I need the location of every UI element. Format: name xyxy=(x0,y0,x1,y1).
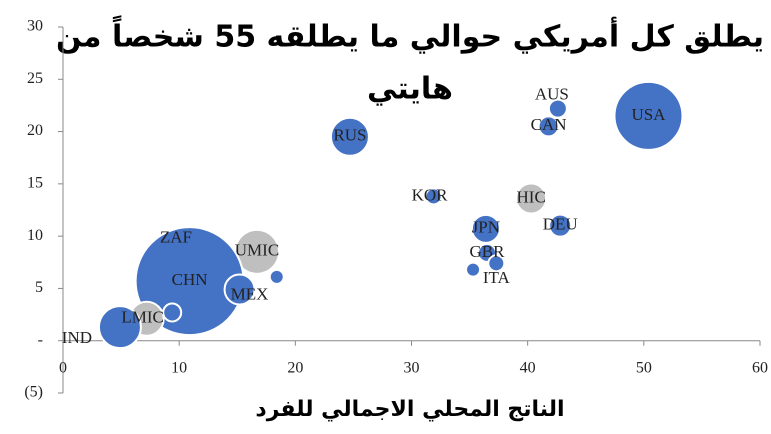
bubble-label: RUS xyxy=(333,126,366,145)
bubble xyxy=(424,187,443,206)
x-axis-label: الناتج المحلي الاجمالي للفرد xyxy=(255,397,564,422)
bubble xyxy=(162,302,183,323)
bubble-label: ITA xyxy=(483,268,511,287)
bubble xyxy=(487,254,506,273)
bubble-label: KOR xyxy=(412,185,449,204)
x-tick-label: 20 xyxy=(287,359,303,376)
x-tick-label: 30 xyxy=(404,359,420,376)
x-tick-label: 50 xyxy=(636,359,652,376)
y-tick-label: 20 xyxy=(27,122,43,139)
y-tick-label: 15 xyxy=(27,175,43,192)
y-tick-label: 30 xyxy=(27,18,43,35)
bubble xyxy=(515,182,548,215)
x-tick-label: 0 xyxy=(59,359,67,376)
x-tick-label: 10 xyxy=(171,359,187,376)
y-tick-label: 5 xyxy=(35,279,43,296)
bubble xyxy=(465,261,482,278)
y-tick-label: 25 xyxy=(27,70,43,87)
bubble-label: MEX xyxy=(231,284,269,303)
bubble-label: GBR xyxy=(470,242,506,261)
bubble xyxy=(470,213,501,244)
bubble xyxy=(548,213,573,238)
y-tick-label: 10 xyxy=(27,227,43,244)
bubble-label: DEU xyxy=(543,215,578,234)
bubble xyxy=(329,116,370,157)
bubble xyxy=(547,98,568,119)
bubble-label: LMIC xyxy=(121,308,164,327)
bubble-label: CHN xyxy=(172,270,208,289)
bubble-label: JPN xyxy=(472,218,500,237)
bubble xyxy=(537,115,560,138)
y-tick-label: (5) xyxy=(24,384,43,401)
bubble-label: AUS xyxy=(535,84,569,103)
bubble-label: HIC xyxy=(517,187,546,206)
bubble xyxy=(613,80,684,151)
bubble xyxy=(223,273,256,306)
bubble-label: ZAF xyxy=(160,227,192,246)
bubble-label: UMIC xyxy=(235,241,279,260)
bubble-label: IND xyxy=(62,328,92,347)
bubble xyxy=(268,268,285,285)
bubble-label: CAN xyxy=(531,115,567,134)
chart-title: هايتي xyxy=(367,72,453,107)
y-tick-label: - xyxy=(38,331,43,348)
chart-title: يطلق كل أمريكي حوالي ما يطلقه 55 شخصاً م… xyxy=(56,15,764,55)
x-tick-label: 40 xyxy=(520,359,536,376)
bubble-label: USA xyxy=(631,105,666,124)
x-tick-label: 60 xyxy=(752,359,768,376)
bubble xyxy=(97,305,142,350)
